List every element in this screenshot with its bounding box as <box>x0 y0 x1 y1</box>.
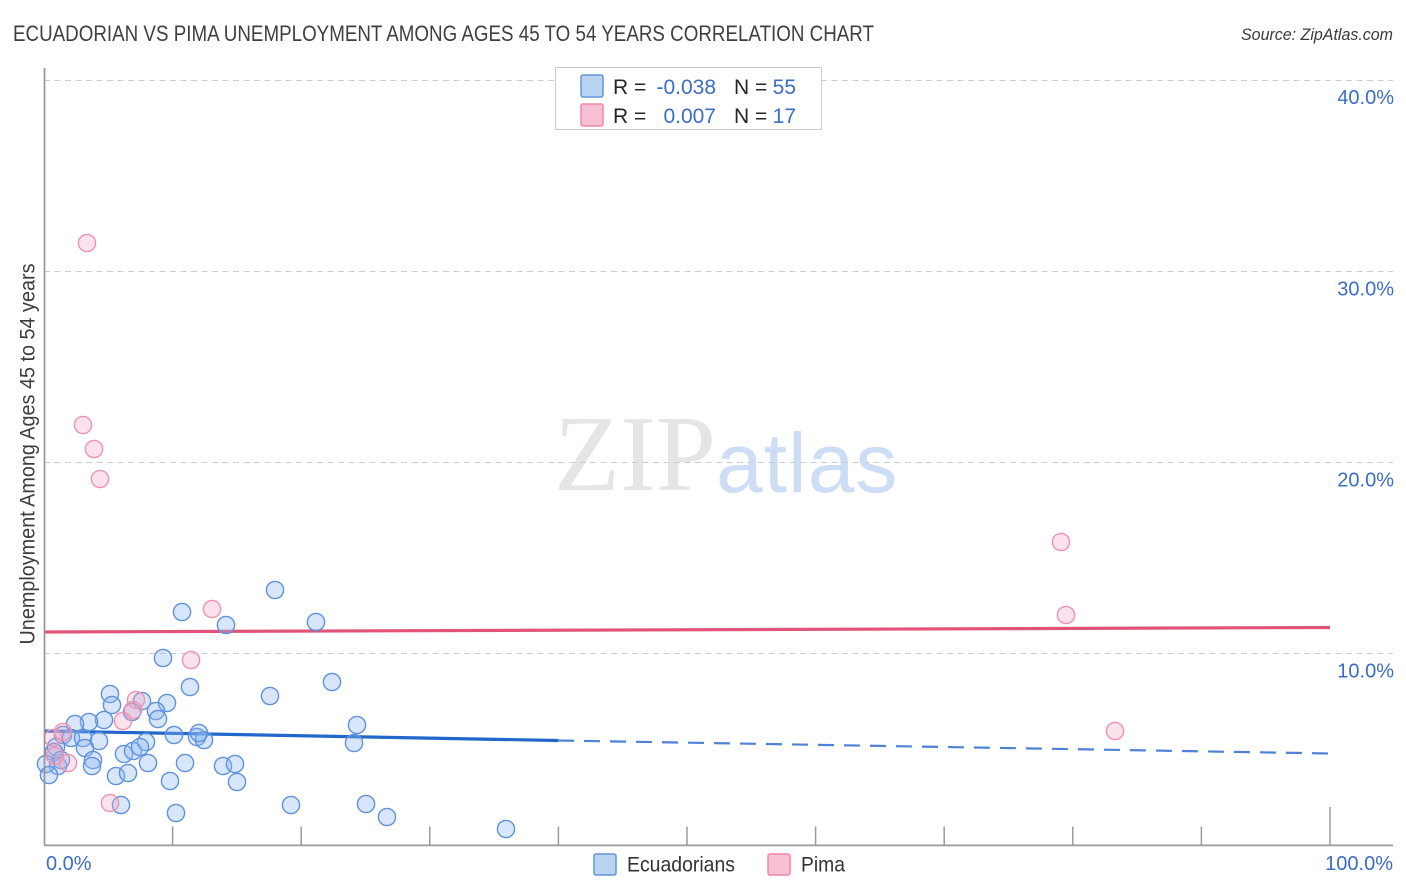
svg-text:atlas: atlas <box>716 416 898 510</box>
svg-text:N =: N = <box>734 76 767 99</box>
svg-text:ZIP: ZIP <box>554 395 716 514</box>
svg-text:40.0%: 40.0% <box>1337 87 1394 109</box>
svg-text:10.0%: 10.0% <box>1337 661 1394 683</box>
svg-text:30.0%: 30.0% <box>1337 279 1394 301</box>
svg-text:20.0%: 20.0% <box>1337 470 1394 492</box>
svg-text:R =: R = <box>613 76 646 99</box>
svg-text:N =: N = <box>734 105 767 128</box>
svg-text:0.007: 0.007 <box>663 105 716 128</box>
svg-text:17: 17 <box>773 105 796 128</box>
svg-text:0.0%: 0.0% <box>46 853 92 875</box>
svg-text:100.0%: 100.0% <box>1325 853 1393 875</box>
svg-text:Pima: Pima <box>801 854 845 877</box>
svg-text:ECUADORIAN VS PIMA UNEMPLOYMEN: ECUADORIAN VS PIMA UNEMPLOYMENT AMONG AG… <box>13 21 874 46</box>
svg-text:R =: R = <box>613 105 646 128</box>
svg-text:Unemployment Among Ages 45 to: Unemployment Among Ages 45 to 54 years <box>17 264 40 645</box>
svg-text:Source: ZipAtlas.com: Source: ZipAtlas.com <box>1241 25 1393 44</box>
svg-text:Ecuadorians: Ecuadorians <box>627 854 735 877</box>
svg-text:-0.038: -0.038 <box>656 76 716 99</box>
svg-text:55: 55 <box>773 76 796 99</box>
